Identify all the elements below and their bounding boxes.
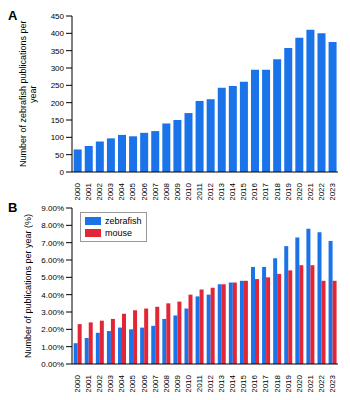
svg-text:2007: 2007 [151,182,160,200]
svg-text:2000: 2000 [73,374,82,392]
svg-text:2015: 2015 [239,182,248,200]
svg-text:0: 0 [60,168,65,177]
svg-text:2014: 2014 [228,374,237,392]
svg-text:2013: 2013 [217,182,226,200]
svg-text:2012: 2012 [206,182,215,200]
svg-text:250: 250 [51,81,65,90]
svg-text:2023: 2023 [328,374,337,392]
svg-text:400: 400 [51,29,65,38]
svg-text:3.00%: 3.00% [41,308,64,317]
svg-text:9.00%: 9.00% [41,204,64,213]
svg-text:450: 450 [51,12,65,21]
html-text:mouse: mouse [105,228,132,238]
svg-text:2015: 2015 [239,374,248,392]
svg-text:8.00%: 8.00% [41,221,64,230]
svg-text:2014: 2014 [228,182,237,200]
svg-text:2004: 2004 [117,182,126,200]
svg-text:2019: 2019 [284,374,293,392]
svg-text:2009: 2009 [173,182,182,200]
svg-text:5.00%: 5.00% [41,273,64,282]
svg-text:2010: 2010 [184,374,193,392]
svg-text:2013: 2013 [217,374,226,392]
svg-text:2003: 2003 [106,374,115,392]
svg-text:50: 50 [55,151,64,160]
svg-text:2005: 2005 [128,374,137,392]
svg-text:4.00%: 4.00% [41,291,64,300]
html-text:A: A [8,8,18,23]
svg-text:2006: 2006 [140,374,149,392]
svg-text:7.00%: 7.00% [41,239,64,248]
svg-text:2004: 2004 [117,374,126,392]
svg-text:2008: 2008 [162,374,171,392]
svg-text:2017: 2017 [261,374,270,392]
svg-text:2020: 2020 [295,374,304,392]
svg-text:2016: 2016 [250,182,259,200]
svg-text:300: 300 [51,64,65,73]
svg-text:2017: 2017 [261,182,270,200]
svg-text:2020: 2020 [295,182,304,200]
svg-text:2002: 2002 [95,182,104,200]
svg-text:2018: 2018 [273,182,282,200]
svg-text:150: 150 [51,116,65,125]
svg-text:2018: 2018 [273,374,282,392]
svg-text:2010: 2010 [184,182,193,200]
svg-text:2006: 2006 [140,182,149,200]
svg-text:1.00%: 1.00% [41,343,64,352]
svg-text:2011: 2011 [195,182,204,200]
svg-text:200: 200 [51,99,65,108]
svg-text:2000: 2000 [73,182,82,200]
svg-text:2001: 2001 [84,182,93,200]
svg-text:2.00%: 2.00% [41,325,64,334]
svg-text:0.00%: 0.00% [41,360,64,369]
html-text:Number of zebrafish publicatio: Number of zebrafish publications per yea… [18,20,38,168]
svg-text:100: 100 [51,133,65,142]
svg-text:2016: 2016 [250,374,259,392]
html-text:zebrafish: zebrafish [105,216,142,226]
html-text:Number of publications per yea: Number of publications per year (%) [23,214,33,358]
svg-text:2003: 2003 [106,182,115,200]
svg-text:2012: 2012 [206,374,215,392]
svg-text:2023: 2023 [328,182,337,200]
svg-text:2011: 2011 [195,374,204,392]
svg-text:2007: 2007 [151,374,160,392]
svg-text:6.00%: 6.00% [41,256,64,265]
svg-text:2021: 2021 [306,182,315,200]
svg-text:2002: 2002 [95,374,104,392]
svg-text:2021: 2021 [306,374,315,392]
svg-text:2008: 2008 [162,182,171,200]
svg-text:350: 350 [51,47,65,56]
svg-text:2019: 2019 [284,182,293,200]
html-text:B: B [8,200,18,215]
svg-text:2005: 2005 [128,182,137,200]
svg-text:2022: 2022 [317,182,326,200]
svg-text:2001: 2001 [84,374,93,392]
svg-text:2022: 2022 [317,374,326,392]
svg-text:2009: 2009 [173,374,182,392]
